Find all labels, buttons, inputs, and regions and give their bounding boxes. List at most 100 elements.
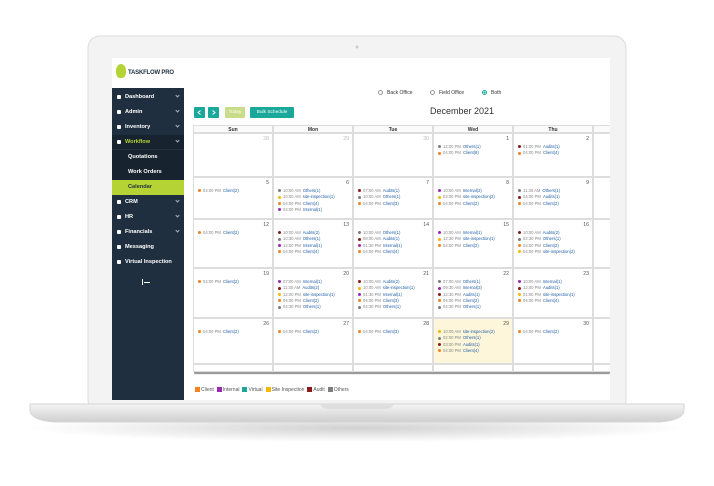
filter-radio[interactable]: Both — [482, 90, 501, 96]
submenu-item[interactable]: Calendar — [112, 180, 184, 195]
day-cell[interactable]: 14 10:00 AM Others(1) 08:00 AM Audits(1) 01:3… — [353, 219, 433, 268]
day-cell[interactable]: 27 04:00 PM Client(2) — [273, 318, 353, 364]
menu-item[interactable]: Financials — [112, 225, 184, 239]
day-cell[interactable]: 7 07:00 AM Audits(1) 10:00 AM Others(1) 04:00… — [353, 177, 433, 219]
event[interactable]: 12:30 PM site-inspection(1) — [438, 236, 495, 241]
event[interactable]: 12:00 PM Others(1) — [438, 144, 481, 149]
submenu-item[interactable]: Quotations — [112, 150, 184, 165]
bulk-schedule-button[interactable]: Bulk Schedule — [250, 107, 294, 118]
collapse-button[interactable] — [142, 279, 151, 285]
event[interactable]: 01:00 PM Audits(1) — [518, 144, 560, 149]
event[interactable]: 04:00 PM Client(2) — [198, 188, 239, 193]
day-cell[interactable]: 13 10:00 AM Audits(2) 10:30 AM Others(1) 12:0… — [273, 219, 353, 268]
event[interactable]: 04:00 PM Client(2) — [278, 329, 319, 334]
event[interactable]: 04:00 PM Client(2) — [518, 201, 559, 206]
day-cell[interactable]: 16 10:00 AM Audits(2) 02:30 PM Others(1) 04:0… — [513, 219, 593, 268]
day-cell[interactable]: 5 04:00 PM Client(2) — [193, 177, 273, 219]
event[interactable]: 03:00 PM site-inspection(2) — [438, 194, 495, 199]
event[interactable]: 10:30 AM Others(1) — [278, 236, 320, 241]
event[interactable]: 04:00 PM Internal(1) — [278, 207, 322, 212]
scrollbar[interactable] — [194, 370, 610, 375]
event[interactable]: 10:00 AM Internal(1) — [438, 230, 482, 235]
event[interactable]: 10:00 AM Others(1) — [358, 194, 400, 199]
day-cell[interactable]: 20 07:00 AM Internal(1) 11:30 AM Audits(2) 12… — [273, 268, 353, 318]
event[interactable]: 07:00 AM Internal(1) — [278, 279, 322, 284]
day-cell[interactable]: 30 04:00 PM Client(2) — [513, 318, 593, 364]
event[interactable]: 04:00 PM Client(3) — [358, 298, 399, 303]
event[interactable]: 08:00 AM Audits(1) — [358, 236, 399, 241]
event[interactable]: 04:30 PM Others(1) — [358, 304, 401, 309]
submenu-item[interactable]: Work Orders — [112, 165, 184, 180]
event[interactable]: 10:00 AM site-inspection(1) — [358, 285, 415, 290]
day-cell[interactable]: 6 10:00 AM Others(1) 10:00 AM site-inspectio… — [273, 177, 353, 219]
day-cell[interactable]: 15 10:00 AM Internal(1) 12:30 PM site-inspec… — [433, 219, 513, 268]
day-cell[interactable]: 9 11:30 AM Others(1) 04:00 PM Audits(1) 04:00… — [513, 177, 593, 219]
menu-item[interactable]: Workflow — [112, 135, 184, 149]
event[interactable]: 04:00 PM Client(2) — [198, 279, 239, 284]
event[interactable]: 10:00 AM Audits(2) — [358, 279, 399, 284]
event[interactable]: 04:00 PM Client(4) — [438, 348, 479, 353]
day-cell[interactable]: 2 01:00 PM Audits(1) 04:00 PM Client(4) — [513, 133, 593, 177]
event[interactable]: 04:00 PM Client(4) — [518, 150, 559, 155]
event[interactable]: 11:30 AM Others(1) — [518, 188, 560, 193]
day-cell[interactable]: 23 10:00 AM Internal(1) 12:00 PM Audits(1) 01… — [513, 268, 593, 318]
event[interactable]: 12:00 PM Internal(1) — [278, 243, 322, 248]
day-cell[interactable]: 22 07:00 AM Others(1) 09:30 AM Internal(3) 12… — [433, 268, 513, 318]
day-cell[interactable]: 21 10:00 AM Audits(2) 10:00 AM site-inspecti… — [353, 268, 433, 318]
event[interactable]: 07:00 AM Audits(1) — [358, 188, 399, 193]
event[interactable]: 02:00 PM Others(1) — [438, 335, 481, 340]
event[interactable]: 04:00 PM Client(2) — [198, 329, 239, 334]
event[interactable]: 04:00 PM Client(4) — [358, 249, 399, 254]
menu-item[interactable]: Dashboard — [112, 90, 184, 104]
event[interactable]: 04:00 PM Client(2) — [438, 298, 479, 303]
event[interactable]: 04:00 PM Client(2) — [518, 329, 559, 334]
event[interactable]: 04:00 PM Client(4) — [278, 249, 319, 254]
today-button[interactable]: Today — [225, 107, 245, 118]
event[interactable]: 04:00 PM Client(2) — [438, 201, 479, 206]
event[interactable]: 03:00 PM Audits(1) — [438, 342, 480, 347]
event[interactable]: 12:30 PM Audits(1) — [438, 292, 480, 297]
event[interactable]: 01:00 PM site-inspection(1) — [518, 292, 575, 297]
menu-item[interactable]: Messaging — [112, 240, 184, 254]
event[interactable]: 01:30 PM Internal(1) — [358, 243, 402, 248]
event[interactable]: 02:30 PM Others(1) — [518, 236, 561, 241]
event[interactable]: 10:00 AM Others(1) — [358, 230, 400, 235]
event[interactable]: 04:00 PM Client(4) — [278, 201, 319, 206]
event[interactable]: 10:00 AM Audits(2) — [518, 230, 559, 235]
event[interactable]: 04:00 PM Client(2) — [438, 243, 479, 248]
day-cell[interactable]: 19 04:00 PM Client(2) — [193, 268, 273, 318]
event[interactable]: 04:00 PM Client(3) — [358, 329, 399, 334]
event[interactable]: 04:00 PM Client(2) — [198, 230, 239, 235]
event[interactable]: 04:00 PM Audits(1) — [518, 194, 560, 199]
event[interactable]: 12:00 PM site-inspection(1) — [278, 292, 335, 297]
event[interactable]: 10:00 AM site-inspection(1) — [278, 194, 335, 199]
event[interactable]: 04:30 PM Others(1) — [278, 304, 321, 309]
event[interactable]: 10:00 AM Others(1) — [278, 188, 320, 193]
menu-item[interactable]: Inventory — [112, 120, 184, 134]
event[interactable]: 04:30 PM Others(1) — [438, 304, 481, 309]
event[interactable]: 04:00 PM Client(4) — [518, 298, 559, 303]
filter-radio[interactable]: Back Office — [378, 90, 412, 96]
day-cell[interactable]: 30 — [353, 133, 433, 177]
event[interactable]: 07:00 AM Others(1) — [438, 279, 480, 284]
event[interactable]: 10:00 AM Internal(2) — [438, 188, 482, 193]
filter-radio[interactable]: Field Office — [430, 90, 464, 96]
menu-item[interactable]: Admin — [112, 105, 184, 119]
menu-item[interactable]: Virtual Inspection — [112, 255, 184, 269]
event[interactable]: 10:00 AM site-inspection(2) — [438, 329, 495, 334]
day-cell[interactable]: 26 04:00 PM Client(2) — [193, 318, 273, 364]
event[interactable]: 04:00 PM Client(2) — [278, 298, 319, 303]
event[interactable]: 09:30 AM Internal(3) — [438, 285, 482, 290]
scroll-thumb[interactable] — [194, 371, 610, 374]
event[interactable]: 01:30 PM Internal(1) — [358, 292, 402, 297]
day-cell[interactable]: 29 10:00 AM site-inspection(2) 02:00 PM Othe… — [433, 318, 513, 364]
event[interactable]: 04:00 PM site-inspection(2) — [518, 249, 575, 254]
event[interactable]: 04:00 PM Client(2) — [518, 243, 559, 248]
menu-item[interactable]: CRM — [112, 195, 184, 209]
day-cell[interactable]: 12 04:00 PM Client(2) — [193, 219, 273, 268]
day-cell[interactable]: 28 04:00 PM Client(3) — [353, 318, 433, 364]
next-button[interactable] — [208, 107, 219, 118]
prev-button[interactable] — [194, 107, 205, 118]
event[interactable]: 11:30 AM Audits(2) — [278, 285, 319, 290]
day-cell[interactable]: 1 12:00 PM Others(1) 04:00 PM Client(8) — [433, 133, 513, 177]
